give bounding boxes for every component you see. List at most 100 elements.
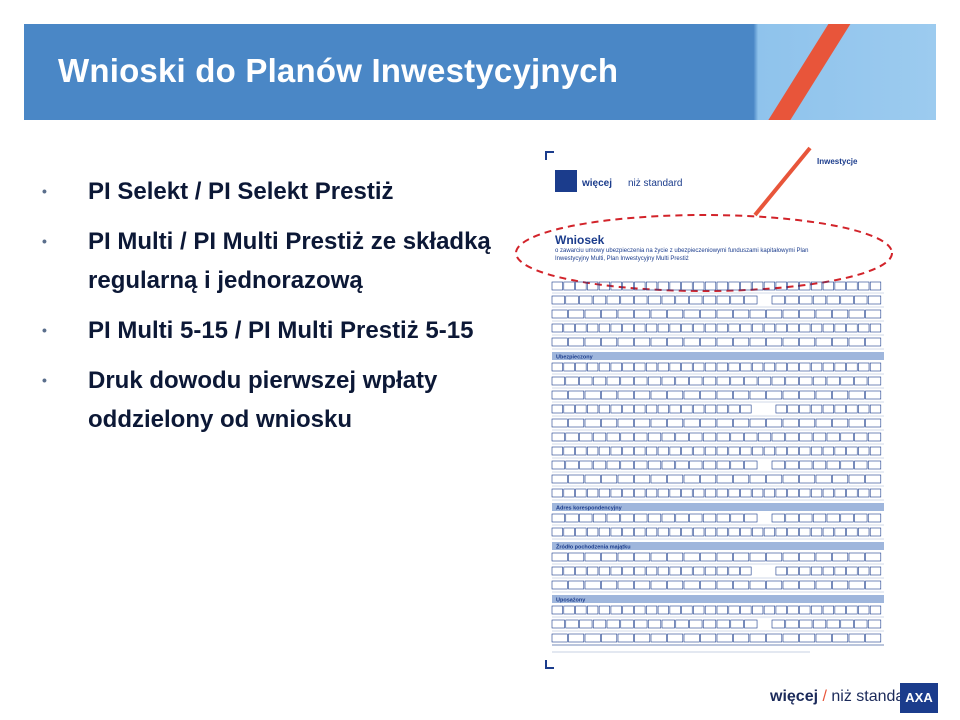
form-box: [568, 580, 585, 590]
form-box: [610, 323, 622, 333]
form-box: [740, 527, 752, 537]
form-box: [598, 605, 611, 615]
form-box: [826, 376, 840, 386]
form-box: [592, 432, 607, 442]
form-box: [763, 281, 776, 291]
bullet-item: • Druk dowodu pierwszej wpłaty oddzielony…: [40, 361, 510, 439]
form-box: [575, 566, 587, 576]
form-box: [834, 404, 846, 414]
form-box: [657, 566, 669, 576]
form-box: [704, 605, 717, 615]
form-box: [799, 619, 813, 629]
form-box: [733, 337, 750, 347]
form-box: [763, 488, 776, 498]
section-bar: [552, 595, 884, 603]
form-box: [787, 446, 799, 456]
form-box: [657, 527, 669, 537]
form-box: [848, 390, 865, 400]
form-box: [563, 605, 575, 615]
form-box: [787, 404, 799, 414]
form-box: [598, 527, 611, 537]
form-box: [645, 488, 658, 498]
form-box: [700, 552, 717, 562]
form-box: [601, 633, 618, 643]
corner-mark: [545, 660, 554, 669]
form-box: [846, 488, 858, 498]
form-box: [575, 488, 587, 498]
form-box: [551, 552, 568, 562]
form-box: [848, 633, 865, 643]
form-box: [575, 281, 587, 291]
form-box: [865, 633, 882, 643]
form-box: [733, 580, 750, 590]
form-box: [579, 513, 593, 523]
form-box: [785, 432, 799, 442]
form-box: [617, 309, 634, 319]
form-box: [810, 323, 823, 333]
form-box: [787, 605, 799, 615]
form-box: [846, 362, 858, 372]
form-box: [840, 376, 854, 386]
form-box: [749, 552, 766, 562]
form-box: [634, 390, 651, 400]
form-box: [650, 552, 667, 562]
form-box: [728, 323, 740, 333]
form-box: [551, 580, 568, 590]
form-box: [620, 619, 634, 629]
form-box: [669, 446, 681, 456]
form-box: [865, 552, 882, 562]
form-box: [634, 337, 651, 347]
form-box: [832, 474, 849, 484]
form-box: [575, 605, 587, 615]
slide-title: Wnioski do Planów Inwestycyjnych: [58, 52, 619, 89]
form-box: [584, 633, 601, 643]
form-box: [834, 281, 846, 291]
form-box: [634, 323, 646, 333]
form-box: [766, 337, 783, 347]
form-box: [661, 460, 675, 470]
form-box: [563, 566, 575, 576]
form-box: [785, 513, 799, 523]
form-box: [810, 446, 823, 456]
section-title: Źródło pochodzenia majątku: [556, 543, 631, 551]
form-box: [584, 337, 601, 347]
form-box: [728, 281, 740, 291]
form-box: [785, 460, 799, 470]
form-box: [854, 460, 868, 470]
bullet-item: • PI Selekt / PI Selekt Prestiż: [40, 172, 510, 211]
form-box: [869, 488, 882, 498]
form-box: [634, 460, 648, 470]
form-box: [716, 295, 730, 305]
form-box: [689, 376, 703, 386]
form-box: [587, 323, 599, 333]
form-box: [815, 633, 832, 643]
form-box: [551, 404, 563, 414]
bullet-text: PI Multi / PI Multi Prestiż ze składką r…: [88, 228, 491, 294]
form-box: [728, 446, 740, 456]
form-box: [763, 605, 776, 615]
form-box: [689, 432, 703, 442]
form-box: [744, 619, 758, 629]
form-box: [693, 605, 705, 615]
form-box: [650, 633, 667, 643]
form-box: [716, 446, 728, 456]
form-box: [551, 513, 565, 523]
form-box: [865, 390, 882, 400]
form-box: [657, 362, 669, 372]
form-box: [832, 580, 849, 590]
form-box: [782, 552, 799, 562]
form-box: [815, 309, 832, 319]
form-box: [787, 527, 799, 537]
form-box: [617, 552, 634, 562]
form-box: [669, 404, 681, 414]
form-box: [763, 527, 776, 537]
form-box: [728, 488, 740, 498]
form-box: [812, 295, 827, 305]
form-box: [771, 432, 785, 442]
form-box: [667, 418, 684, 428]
form-box: [799, 295, 813, 305]
form-box: [730, 376, 744, 386]
form-box: [702, 513, 717, 523]
form-box: [657, 404, 669, 414]
form-box: [822, 323, 834, 333]
